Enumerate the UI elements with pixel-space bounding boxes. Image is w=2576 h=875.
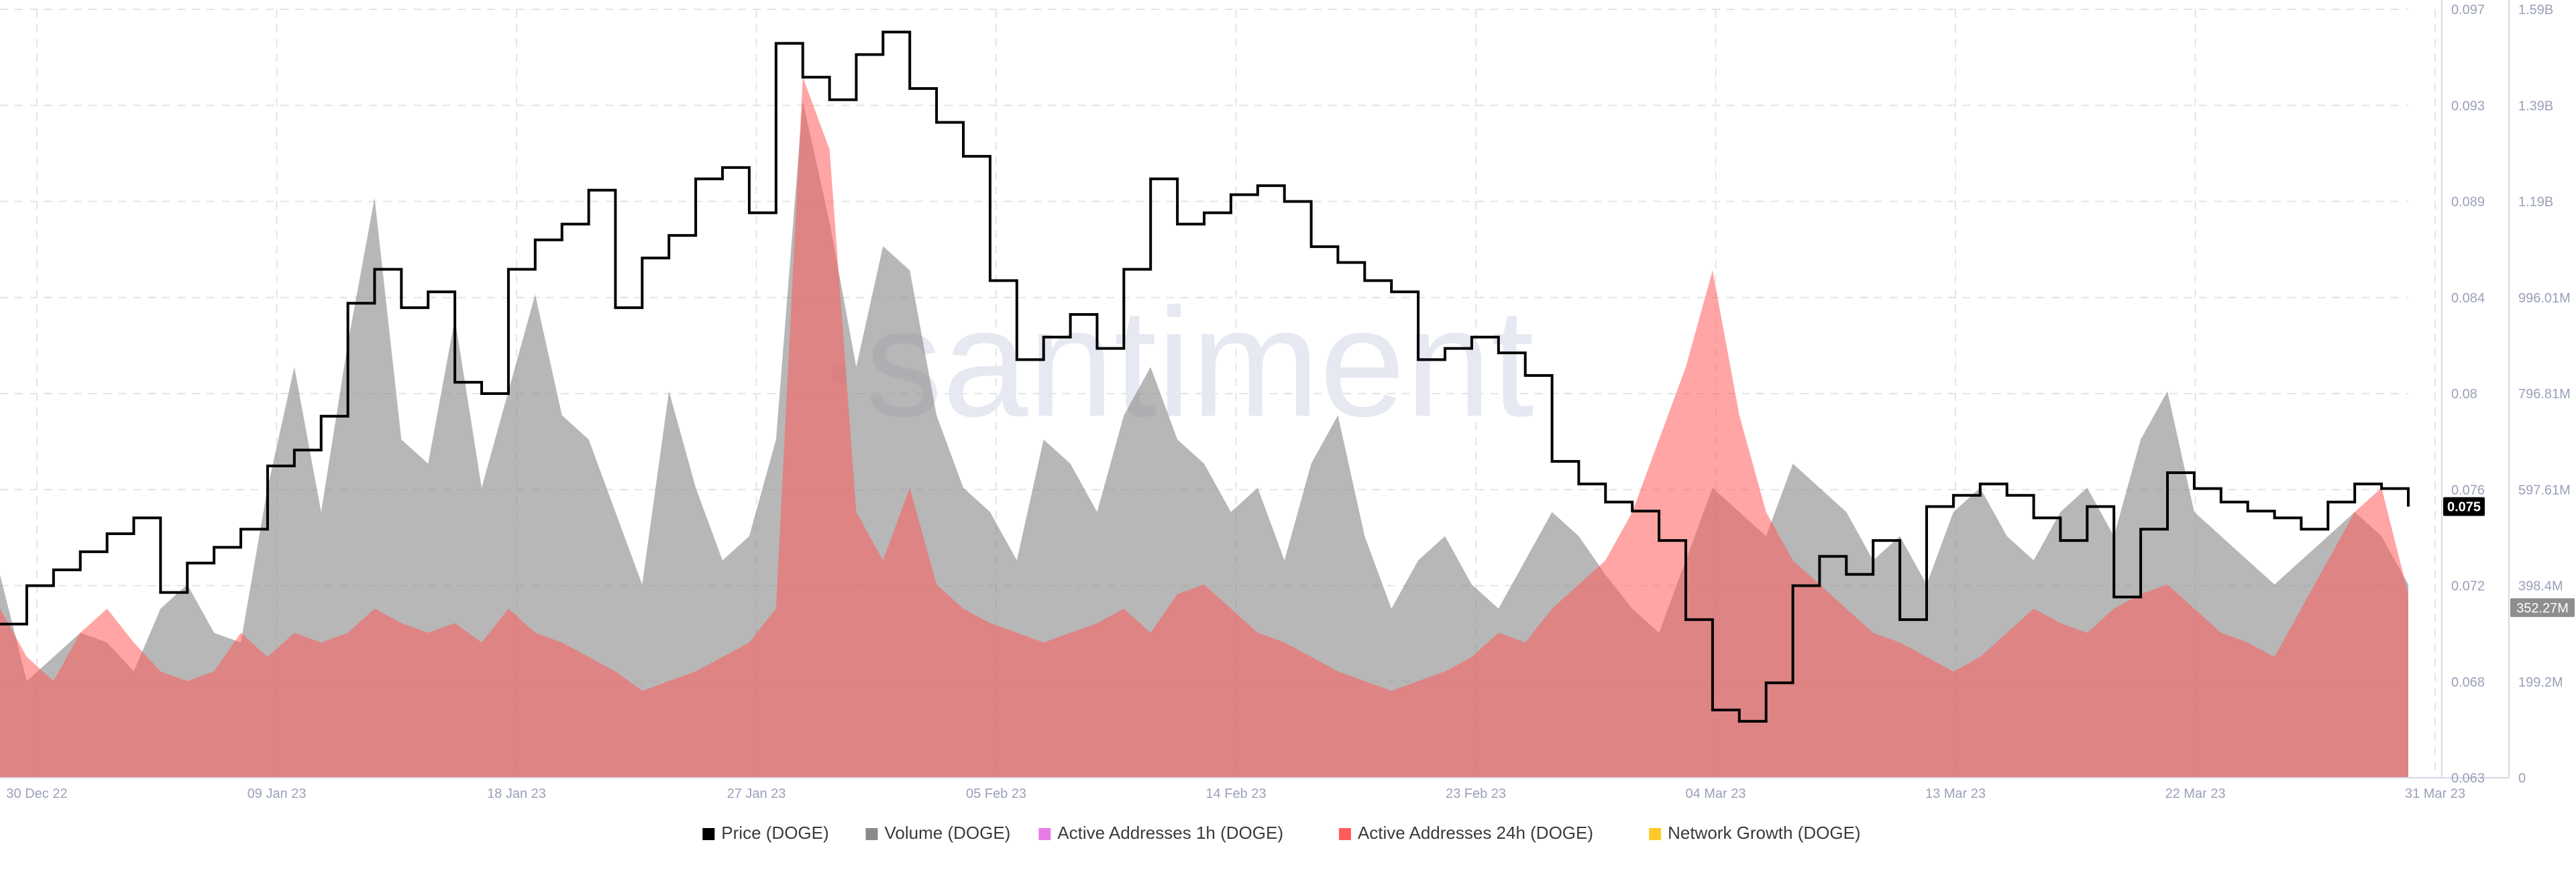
area-layer	[0, 76, 2408, 778]
legend-swatch	[702, 828, 715, 840]
price-line	[0, 30, 2410, 723]
legend-entry-label: Active Addresses 1h (DOGE)	[1057, 823, 1283, 843]
volume-axis-tick-label: 398.4M	[2518, 579, 2563, 594]
x-axis-tick-label: 18 Jan 23	[487, 786, 546, 801]
current-price-badge	[2443, 497, 2485, 516]
x-axis-tick-label: 05 Feb 23	[966, 786, 1026, 801]
legend-swatch	[1038, 828, 1051, 840]
legend-swatch	[1338, 828, 1351, 840]
legend-entry-label: Active Addresses 24h (DOGE)	[1358, 823, 1593, 843]
volume-axis-tick-label: 996.01M	[2518, 291, 2571, 306]
legend-swatch	[1649, 828, 1662, 840]
volume-axis-tick-label: 597.61M	[2518, 483, 2571, 498]
x-axis-tick-label: 30 Dec 22	[6, 786, 67, 801]
price-axis-tick-label: 0.089	[2451, 195, 2485, 210]
x-axis-tick-label: 22 Mar 23	[2165, 786, 2225, 801]
price-axis-tick-label: 0.076	[2451, 483, 2485, 498]
volume-axis-tick-label: 199.2M	[2518, 675, 2563, 690]
volume-axis-tick-label: 1.59B	[2518, 3, 2553, 17]
volume-axis-tick-label: 0	[2518, 771, 2526, 786]
legend-swatch	[865, 828, 878, 840]
active-addresses-24h-area	[0, 76, 2408, 778]
price-axis-tick-label: 0.093	[2451, 99, 2485, 113]
price-axis-tick-label: 0.084	[2451, 291, 2485, 306]
x-axis-tick-label: 31 Mar 23	[2405, 786, 2465, 801]
x-axis-tick-label: 04 Mar 23	[1685, 786, 1746, 801]
axis-layer: 0.097 0.093 0.089 0.084 0.08 0.076 0.072 0.068 0…	[0, 0, 2575, 801]
volume-axis-tick-label: 1.19B	[2518, 195, 2553, 210]
volume-axis-tick-label: 1.39B	[2518, 99, 2553, 113]
price-axis-tick-label: 0.072	[2451, 579, 2485, 594]
price-axis-tick-label: 0.063	[2451, 771, 2485, 786]
price-layer	[0, 30, 2410, 723]
price-axis-tick-label: 0.068	[2451, 675, 2485, 690]
legend-entry-label: Volume (DOGE)	[885, 823, 1011, 843]
legend-entry-label: Price (DOGE)	[721, 823, 828, 843]
price-axis-tick-label: 0.097	[2451, 3, 2485, 17]
x-axis-tick-label: 14 Feb 23	[1205, 786, 1266, 801]
x-axis-tick-label: 27 Jan 23	[727, 786, 786, 801]
legend-entry-label: Network Growth (DOGE)	[1668, 823, 1861, 843]
current-volume-badge	[2510, 598, 2575, 618]
price-axis-tick-label: 0.08	[2451, 387, 2477, 402]
legend: Price (DOGE) Volume (DOGE) Active Addresse…	[702, 823, 1861, 843]
volume-axis-tick-label: 796.81M	[2518, 387, 2571, 402]
current-volume-label: 352.27M	[2516, 601, 2569, 616]
x-axis-tick-label: 09 Jan 23	[248, 786, 307, 801]
x-axis-tick-label: 23 Feb 23	[1446, 786, 1506, 801]
current-price-label: 0.075	[2447, 500, 2481, 515]
x-axis-tick-label: 13 Mar 23	[1925, 786, 1986, 801]
